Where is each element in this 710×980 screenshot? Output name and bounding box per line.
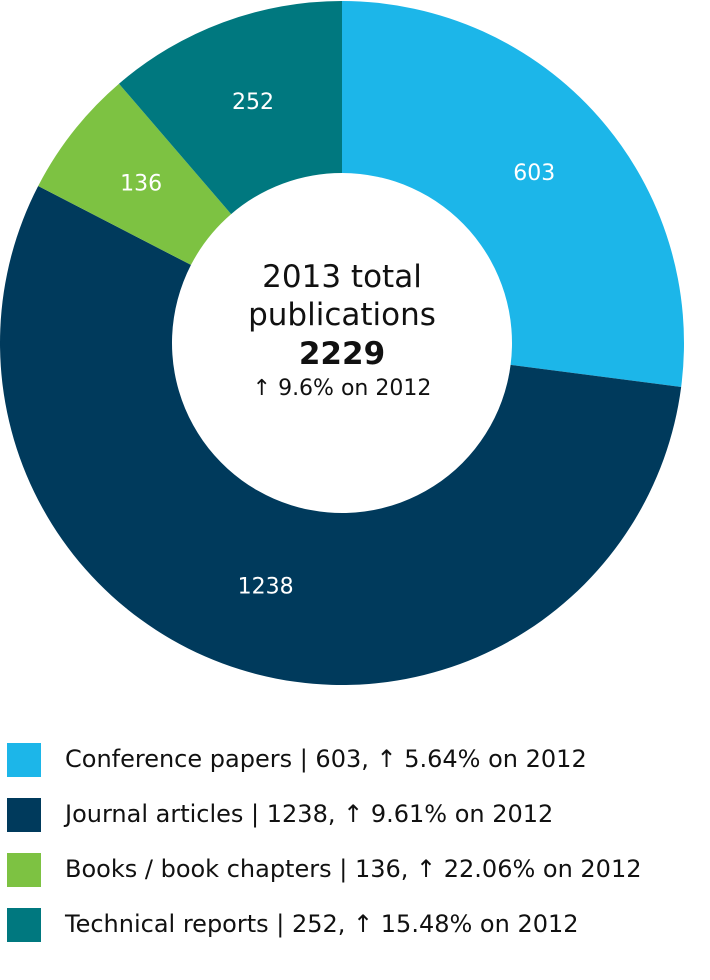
data-label: 252 bbox=[232, 90, 274, 115]
donut-segment bbox=[0, 185, 682, 685]
legend-swatch bbox=[7, 908, 41, 942]
donut-segment bbox=[38, 83, 232, 265]
legend-label: Books / book chapters | 136, ↑ 22.06% on… bbox=[65, 855, 642, 883]
data-label: 1238 bbox=[238, 574, 294, 599]
donut-segment bbox=[118, 1, 342, 215]
chart-title: 2013 total publications bbox=[248, 259, 436, 333]
data-label: 136 bbox=[120, 171, 162, 196]
total: 2229 bbox=[298, 336, 386, 372]
subtitle: ↑ 9.6% on 2012 bbox=[252, 376, 432, 401]
legend-label: Journal articles | 1238, ↑ 9.61% on 2012 bbox=[63, 800, 553, 828]
donut-segment bbox=[342, 1, 684, 387]
center-label: 2013 total publications 2229 ↑ 9.6% on 2… bbox=[192, 258, 492, 404]
data-label: 603 bbox=[513, 161, 555, 186]
legend-label: Conference papers | 603, ↑ 5.64% on 2012 bbox=[65, 745, 587, 773]
legend-swatch bbox=[7, 743, 41, 777]
legend-label: Technical reports | 252, ↑ 15.48% on 201… bbox=[64, 910, 579, 938]
legend-swatch bbox=[7, 798, 41, 832]
legend-swatch bbox=[7, 853, 41, 887]
